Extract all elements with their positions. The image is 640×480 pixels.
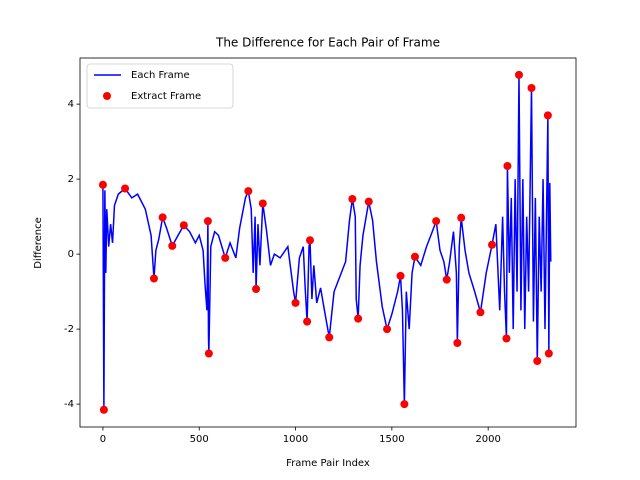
data-point (354, 314, 363, 323)
data-point (244, 187, 253, 196)
y-tick-label: 2 (68, 174, 74, 185)
data-point (533, 357, 542, 365)
data-point (252, 285, 261, 293)
data-point (179, 221, 188, 230)
data-point (442, 275, 451, 284)
legend-label: Extract Frame (131, 91, 201, 102)
data-point (221, 253, 230, 262)
data-point (457, 213, 466, 222)
data-point (453, 339, 462, 347)
data-point (149, 274, 158, 283)
chart-title: The Difference for Each Pair of Frame (215, 36, 440, 50)
data-point (303, 317, 312, 326)
data-point (291, 298, 300, 307)
data-point (168, 241, 177, 250)
data-point (204, 349, 213, 358)
legend-box (86, 63, 234, 109)
data-point (432, 217, 441, 226)
y-axis-label: Difference (33, 217, 44, 269)
x-tick-label: 1500 (379, 434, 404, 445)
data-point (396, 271, 405, 280)
data-point (98, 180, 107, 189)
x-tick-label: 2000 (475, 434, 500, 445)
y-tick-label: -4 (64, 399, 74, 410)
y-tick-label: -2 (64, 324, 74, 335)
data-point (400, 400, 409, 409)
data-point (364, 197, 373, 206)
data-point (99, 405, 108, 414)
x-axis-label: Frame Pair Index (286, 458, 370, 469)
x-tick-label: 1000 (283, 434, 308, 445)
plot-frame (79, 57, 577, 428)
data-point (203, 217, 212, 226)
legend-label: Each Frame (131, 70, 190, 81)
data-point (488, 240, 497, 249)
data-point (383, 325, 392, 334)
data-point (514, 70, 523, 79)
data-point (348, 195, 357, 203)
data-point (543, 111, 552, 120)
data-point (410, 252, 419, 261)
data-point (258, 199, 267, 208)
data-point (502, 334, 511, 343)
data-point (305, 236, 314, 245)
legend-swatch (103, 92, 111, 100)
y-tick-label: 4 (68, 99, 74, 110)
data-point (476, 308, 485, 317)
x-tick-label: 500 (190, 434, 209, 445)
data-point (325, 333, 334, 342)
data-line (102, 74, 552, 410)
x-tick-label: 0 (100, 434, 106, 445)
y-tick-label: 0 (68, 249, 74, 260)
data-point (158, 213, 167, 222)
data-point (544, 349, 553, 358)
data-point (503, 162, 512, 170)
data-point (121, 184, 130, 193)
data-point (527, 84, 536, 92)
